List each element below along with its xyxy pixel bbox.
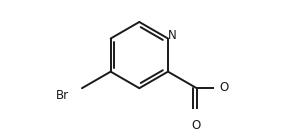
Text: O: O	[191, 119, 201, 132]
Text: N: N	[168, 29, 177, 42]
Text: Br: Br	[55, 89, 69, 102]
Text: O: O	[220, 81, 229, 94]
